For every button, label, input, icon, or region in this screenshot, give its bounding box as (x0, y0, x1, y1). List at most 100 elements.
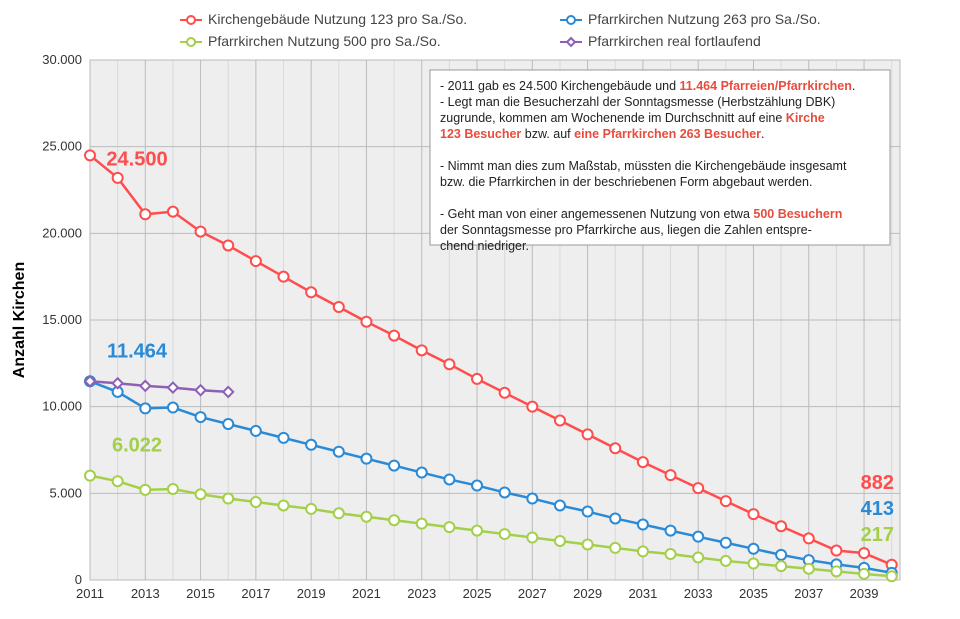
series-marker-green (417, 519, 427, 529)
y-axis-label: Anzahl Kirchen (11, 262, 28, 378)
series-marker-red (472, 374, 482, 384)
series-marker-blue (251, 426, 261, 436)
series-marker-red (361, 317, 371, 327)
series-marker-green (610, 543, 620, 553)
series-marker-blue (168, 403, 178, 413)
series-marker-blue (334, 447, 344, 457)
x-tick-label: 2037 (794, 586, 823, 601)
info-box-line: der Sonntagsmesse pro Pfarrkirche aus, l… (440, 223, 812, 237)
series-marker-blue (223, 419, 233, 429)
series-marker-blue (638, 520, 648, 530)
series-marker-blue (721, 538, 731, 548)
series-marker-green (444, 522, 454, 532)
series-marker-green (306, 504, 316, 514)
series-marker-red (389, 331, 399, 341)
y-tick-label: 5.000 (49, 485, 82, 500)
chart-container: 05.00010.00015.00020.00025.00030.0002011… (0, 0, 960, 619)
series-marker-red (223, 240, 233, 250)
x-tick-label: 2011 (76, 586, 104, 601)
series-marker-red (168, 207, 178, 217)
info-box-line: bzw. die Pfarrkirchen in der beschrieben… (440, 175, 812, 189)
series-marker-blue (417, 468, 427, 478)
series-marker-green (831, 566, 841, 576)
series-marker-red (804, 533, 814, 543)
series-marker-green (776, 561, 786, 571)
x-tick-label: 2029 (573, 586, 602, 601)
series-marker-green (361, 512, 371, 522)
series-marker-blue (444, 474, 454, 484)
series-marker-green (113, 476, 123, 486)
svg-text:Pfarrkirchen Nutzung 263 pro S: Pfarrkirchen Nutzung 263 pro Sa./So. (588, 11, 821, 27)
series-marker-green (500, 529, 510, 539)
series-marker-blue (472, 481, 482, 491)
series-marker-green (168, 484, 178, 494)
series-marker-red (500, 388, 510, 398)
series-marker-blue (306, 440, 316, 450)
series-marker-red (417, 345, 427, 355)
callout-red: 24.500 (106, 149, 167, 171)
x-tick-label: 2033 (684, 586, 713, 601)
end-label: 413 (861, 498, 894, 520)
series-marker-blue (666, 526, 676, 536)
x-tick-label: 2027 (518, 586, 547, 601)
series-marker-green (693, 552, 703, 562)
info-box-line: 123 Besucher bzw. auf eine Pfarrkirchen … (440, 127, 765, 141)
info-box-line: chend niedriger. (440, 239, 529, 253)
series-marker-blue (500, 487, 510, 497)
series-marker-red (279, 272, 289, 282)
info-box-line: - Geht man von einer angemessenen Nutzun… (440, 207, 842, 221)
svg-text:Pfarrkirchen Nutzung 500 pro S: Pfarrkirchen Nutzung 500 pro Sa./So. (208, 33, 441, 49)
series-marker-red (693, 483, 703, 493)
series-marker-blue (748, 544, 758, 554)
series-marker-green (638, 546, 648, 556)
series-marker-blue (610, 513, 620, 523)
series-marker-red (638, 457, 648, 467)
series-marker-green (251, 497, 261, 507)
series-marker-green (804, 564, 814, 574)
series-marker-green (334, 508, 344, 518)
series-marker-red (444, 359, 454, 369)
series-marker-green (140, 485, 150, 495)
series-marker-red (196, 227, 206, 237)
series-marker-red (776, 521, 786, 531)
series-marker-green (279, 500, 289, 510)
svg-text:Pfarrkirchen real fortlaufend: Pfarrkirchen real fortlaufend (588, 33, 761, 49)
series-marker-green (527, 533, 537, 543)
callout-blue: 11.464 (107, 340, 168, 362)
series-marker-green (389, 515, 399, 525)
x-tick-label: 2031 (628, 586, 657, 601)
series-marker-blue (389, 461, 399, 471)
x-tick-label: 2021 (352, 586, 381, 601)
series-marker-blue (693, 532, 703, 542)
x-tick-label: 2019 (297, 586, 326, 601)
series-marker-red (555, 416, 565, 426)
series-marker-green (748, 559, 758, 569)
series-marker-red (140, 209, 150, 219)
info-box-line: - Legt man die Besucherzahl der Sonntags… (440, 95, 835, 109)
series-marker-blue (196, 412, 206, 422)
series-marker-blue (555, 500, 565, 510)
series-marker-blue (776, 550, 786, 560)
series-marker-red (527, 402, 537, 412)
y-tick-label: 0 (75, 572, 82, 587)
series-marker-blue (361, 454, 371, 464)
series-marker-red (334, 302, 344, 312)
series-marker-red (113, 173, 123, 183)
series-marker-blue (279, 433, 289, 443)
legend-item-green: Pfarrkirchen Nutzung 500 pro Sa./So. (180, 33, 441, 49)
series-marker-red (610, 443, 620, 453)
series-marker-red (748, 509, 758, 519)
y-tick-label: 25.000 (42, 139, 82, 154)
series-marker-green (721, 556, 731, 566)
info-box-line: - Nimmt man dies zum Maßstab, müssten di… (440, 159, 847, 173)
series-marker-green (887, 571, 897, 581)
series-marker-red (583, 429, 593, 439)
x-tick-label: 2015 (186, 586, 215, 601)
series-marker-green (85, 471, 95, 481)
series-marker-green (583, 539, 593, 549)
x-tick-label: 2013 (131, 586, 160, 601)
series-marker-red (666, 470, 676, 480)
y-tick-label: 30.000 (42, 52, 82, 67)
end-label: 882 (861, 472, 894, 494)
series-marker-green (196, 489, 206, 499)
